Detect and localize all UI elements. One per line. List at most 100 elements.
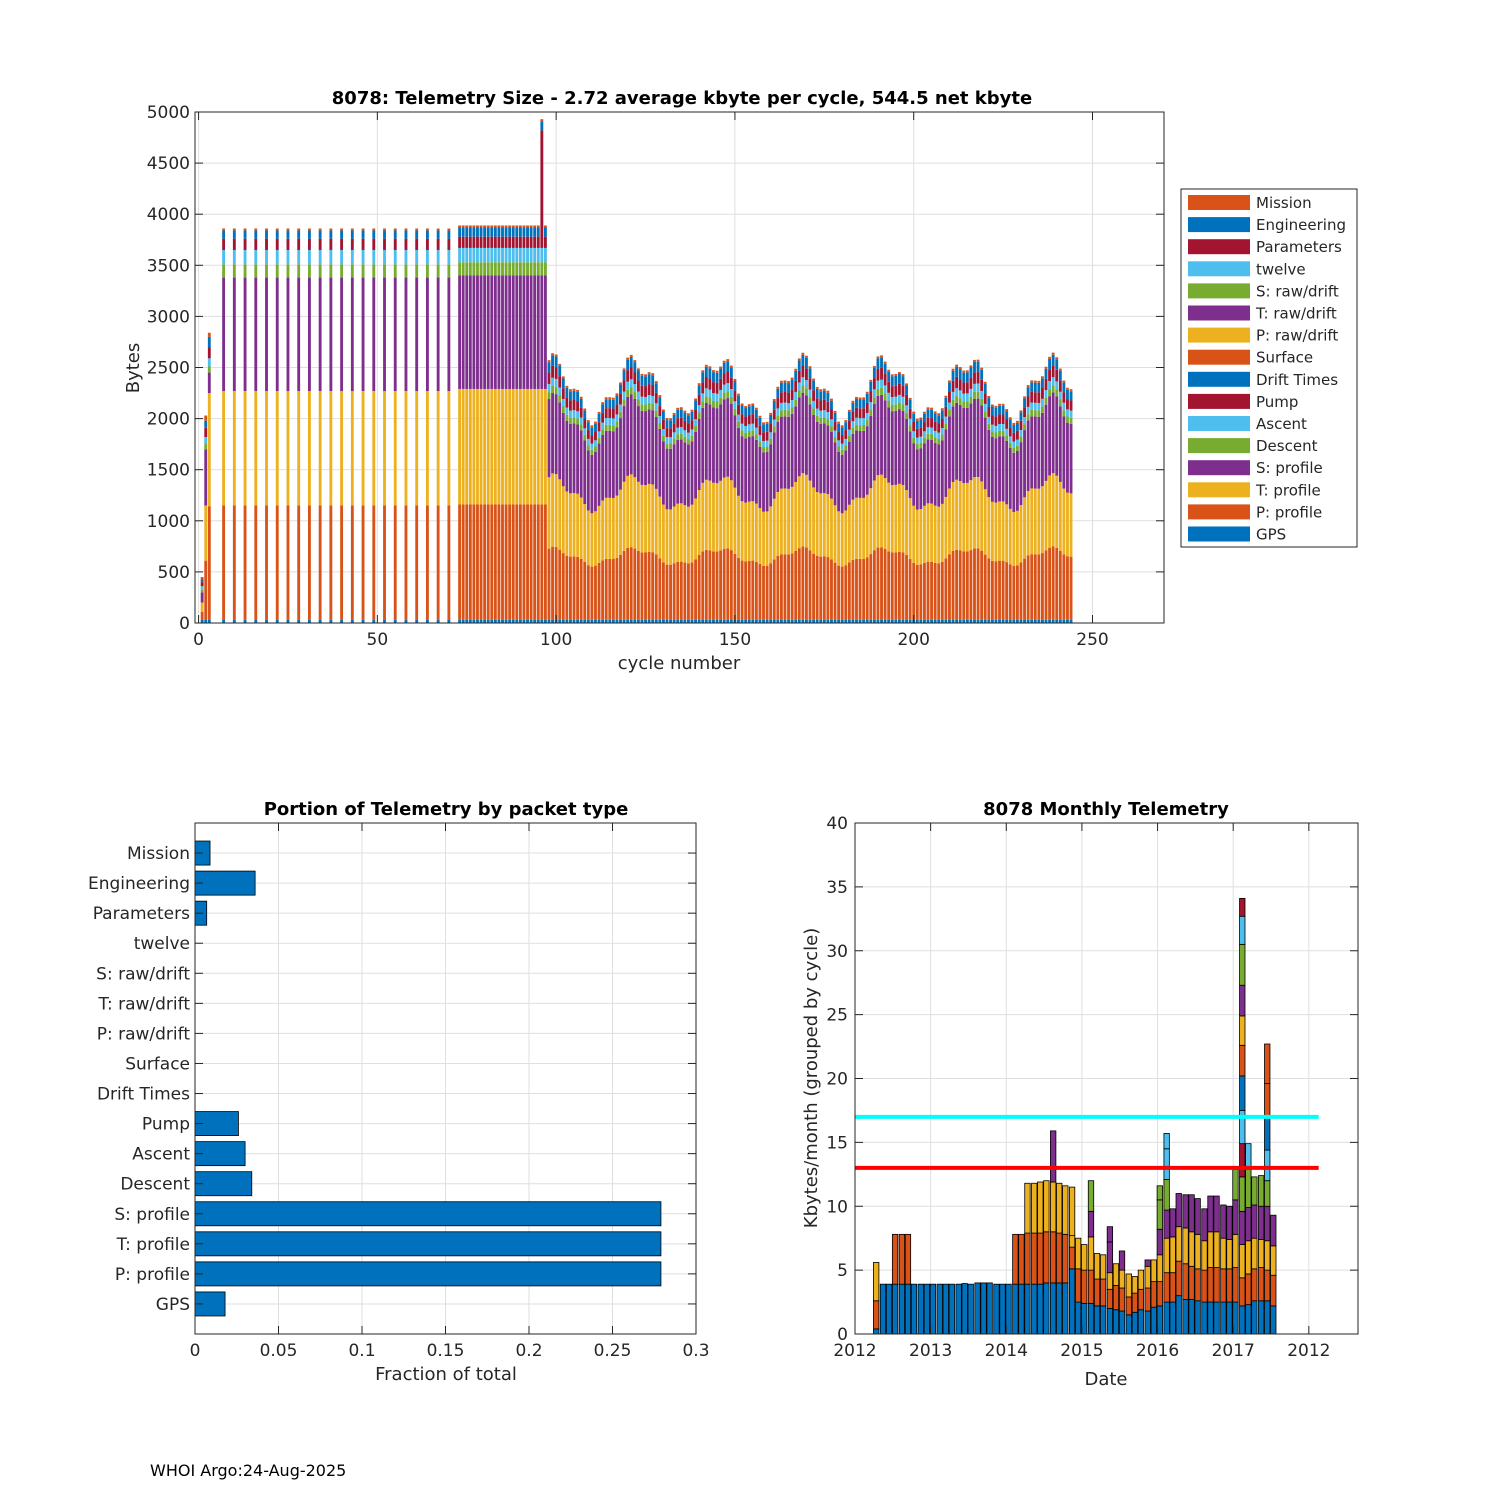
bar-segment: [998, 430, 1001, 437]
bar-segment: [472, 504, 476, 620]
bar-segment: [951, 550, 955, 620]
bar-segment: [1048, 358, 1052, 370]
bar-segment: [1040, 376, 1044, 379]
bar-segment: [629, 474, 633, 548]
bar-segment: [769, 444, 773, 507]
bar-segment: [887, 371, 891, 382]
bar-segment: [490, 275, 494, 389]
bar-segment: [1264, 1205, 1271, 1242]
bar-segment: [747, 436, 751, 502]
bar-segment: [554, 547, 558, 620]
bar-segment: [933, 505, 937, 563]
bar-segment: [765, 423, 769, 432]
bar-segment: [994, 561, 998, 620]
bar-segment: [558, 402, 562, 480]
bar-segment: [1169, 1236, 1176, 1274]
bar-segment: [926, 439, 930, 504]
bar-segment: [1019, 505, 1023, 563]
bar-segment: [1075, 1268, 1082, 1303]
bar-segment: [787, 403, 790, 411]
bar-segment: [980, 550, 984, 620]
bar-segment: [787, 488, 790, 555]
bar-segment: [501, 262, 504, 276]
bar-segment: [826, 494, 830, 558]
bar-segment: [1044, 397, 1048, 405]
bar-segment: [976, 391, 980, 399]
bar-segment: [969, 619, 973, 623]
bar-segment: [1026, 420, 1030, 492]
bar-segment: [926, 407, 930, 410]
bar-segment: [733, 408, 737, 416]
bar-segment: [436, 230, 440, 239]
bar-segment: [697, 383, 701, 386]
bar-segment: [586, 422, 590, 431]
bar-segment: [1118, 1250, 1126, 1271]
bar-segment: [973, 548, 976, 620]
bar-segment: [876, 368, 880, 381]
bar-segment: [1023, 430, 1026, 498]
bar-segment: [712, 370, 715, 373]
bar-segment: [1169, 1208, 1176, 1238]
bar-segment: [894, 396, 898, 405]
bar-segment: [733, 381, 737, 391]
bar-segment: [923, 619, 926, 623]
bar-segment: [1033, 382, 1037, 393]
bar-segment: [340, 238, 344, 250]
bar-segment: [608, 430, 612, 498]
bar-segment: [880, 619, 883, 623]
bar-segment: [876, 395, 880, 476]
bar-segment: [1182, 1194, 1189, 1229]
bar-segment: [483, 236, 487, 248]
bar-segment: [776, 408, 780, 416]
bar-segment: [493, 275, 497, 389]
bar-segment: [790, 379, 794, 390]
bar-segment: [579, 396, 583, 399]
bar-segment: [733, 378, 737, 382]
bar-segment: [919, 417, 923, 420]
bar-segment: [1245, 1168, 1252, 1208]
bar-segment: [1087, 1269, 1095, 1304]
bar-segment: [493, 227, 497, 237]
bar-segment: [522, 227, 526, 237]
bar-segment: [930, 427, 934, 435]
bar-segment: [1055, 381, 1059, 390]
bar-segment: [636, 481, 640, 551]
bar-segment: [297, 391, 301, 506]
bar-segment: [819, 410, 823, 418]
bar-segment: [576, 424, 580, 494]
bar-segment: [479, 227, 483, 237]
x-tick-label: 0.15: [427, 1341, 465, 1361]
bar-segment: [594, 446, 597, 452]
bar-segment: [987, 429, 991, 498]
bar-segment: [275, 230, 279, 239]
bar-segment: [479, 388, 483, 505]
bar-segment: [944, 496, 948, 559]
bar-segment: [508, 619, 512, 623]
bar-segment: [1031, 1182, 1038, 1234]
legend-label: S: raw/drift: [1256, 282, 1339, 300]
bar-segment: [733, 390, 737, 402]
bar-segment: [958, 367, 962, 370]
bar-segment: [669, 564, 672, 620]
bar-segment: [869, 402, 873, 410]
bar-segment: [830, 619, 833, 623]
bar-segment: [647, 395, 651, 403]
bar-segment: [1201, 1208, 1208, 1242]
bar-segment: [1213, 1301, 1220, 1335]
bar-segment: [987, 558, 991, 620]
bar-segment: [297, 619, 301, 623]
bar-segment: [801, 385, 805, 393]
bar-segment: [683, 412, 687, 422]
bar-segment: [425, 264, 429, 278]
bar-segment: [1033, 488, 1037, 555]
bar-segment: [1040, 553, 1044, 620]
bar-segment: [476, 225, 479, 228]
bar-segment: [508, 388, 512, 505]
bar-segment: [955, 549, 959, 620]
bar-segment: [919, 427, 923, 437]
bar-segment: [765, 421, 769, 424]
bar-segment: [1137, 1309, 1145, 1335]
bar-segment: [690, 420, 694, 430]
bar-segment: [200, 619, 204, 623]
bar-segment: [594, 421, 597, 424]
